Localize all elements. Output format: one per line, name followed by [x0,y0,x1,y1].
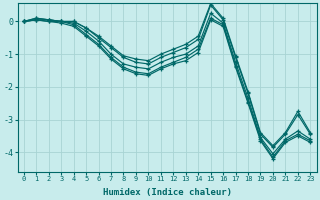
X-axis label: Humidex (Indice chaleur): Humidex (Indice chaleur) [103,188,232,197]
